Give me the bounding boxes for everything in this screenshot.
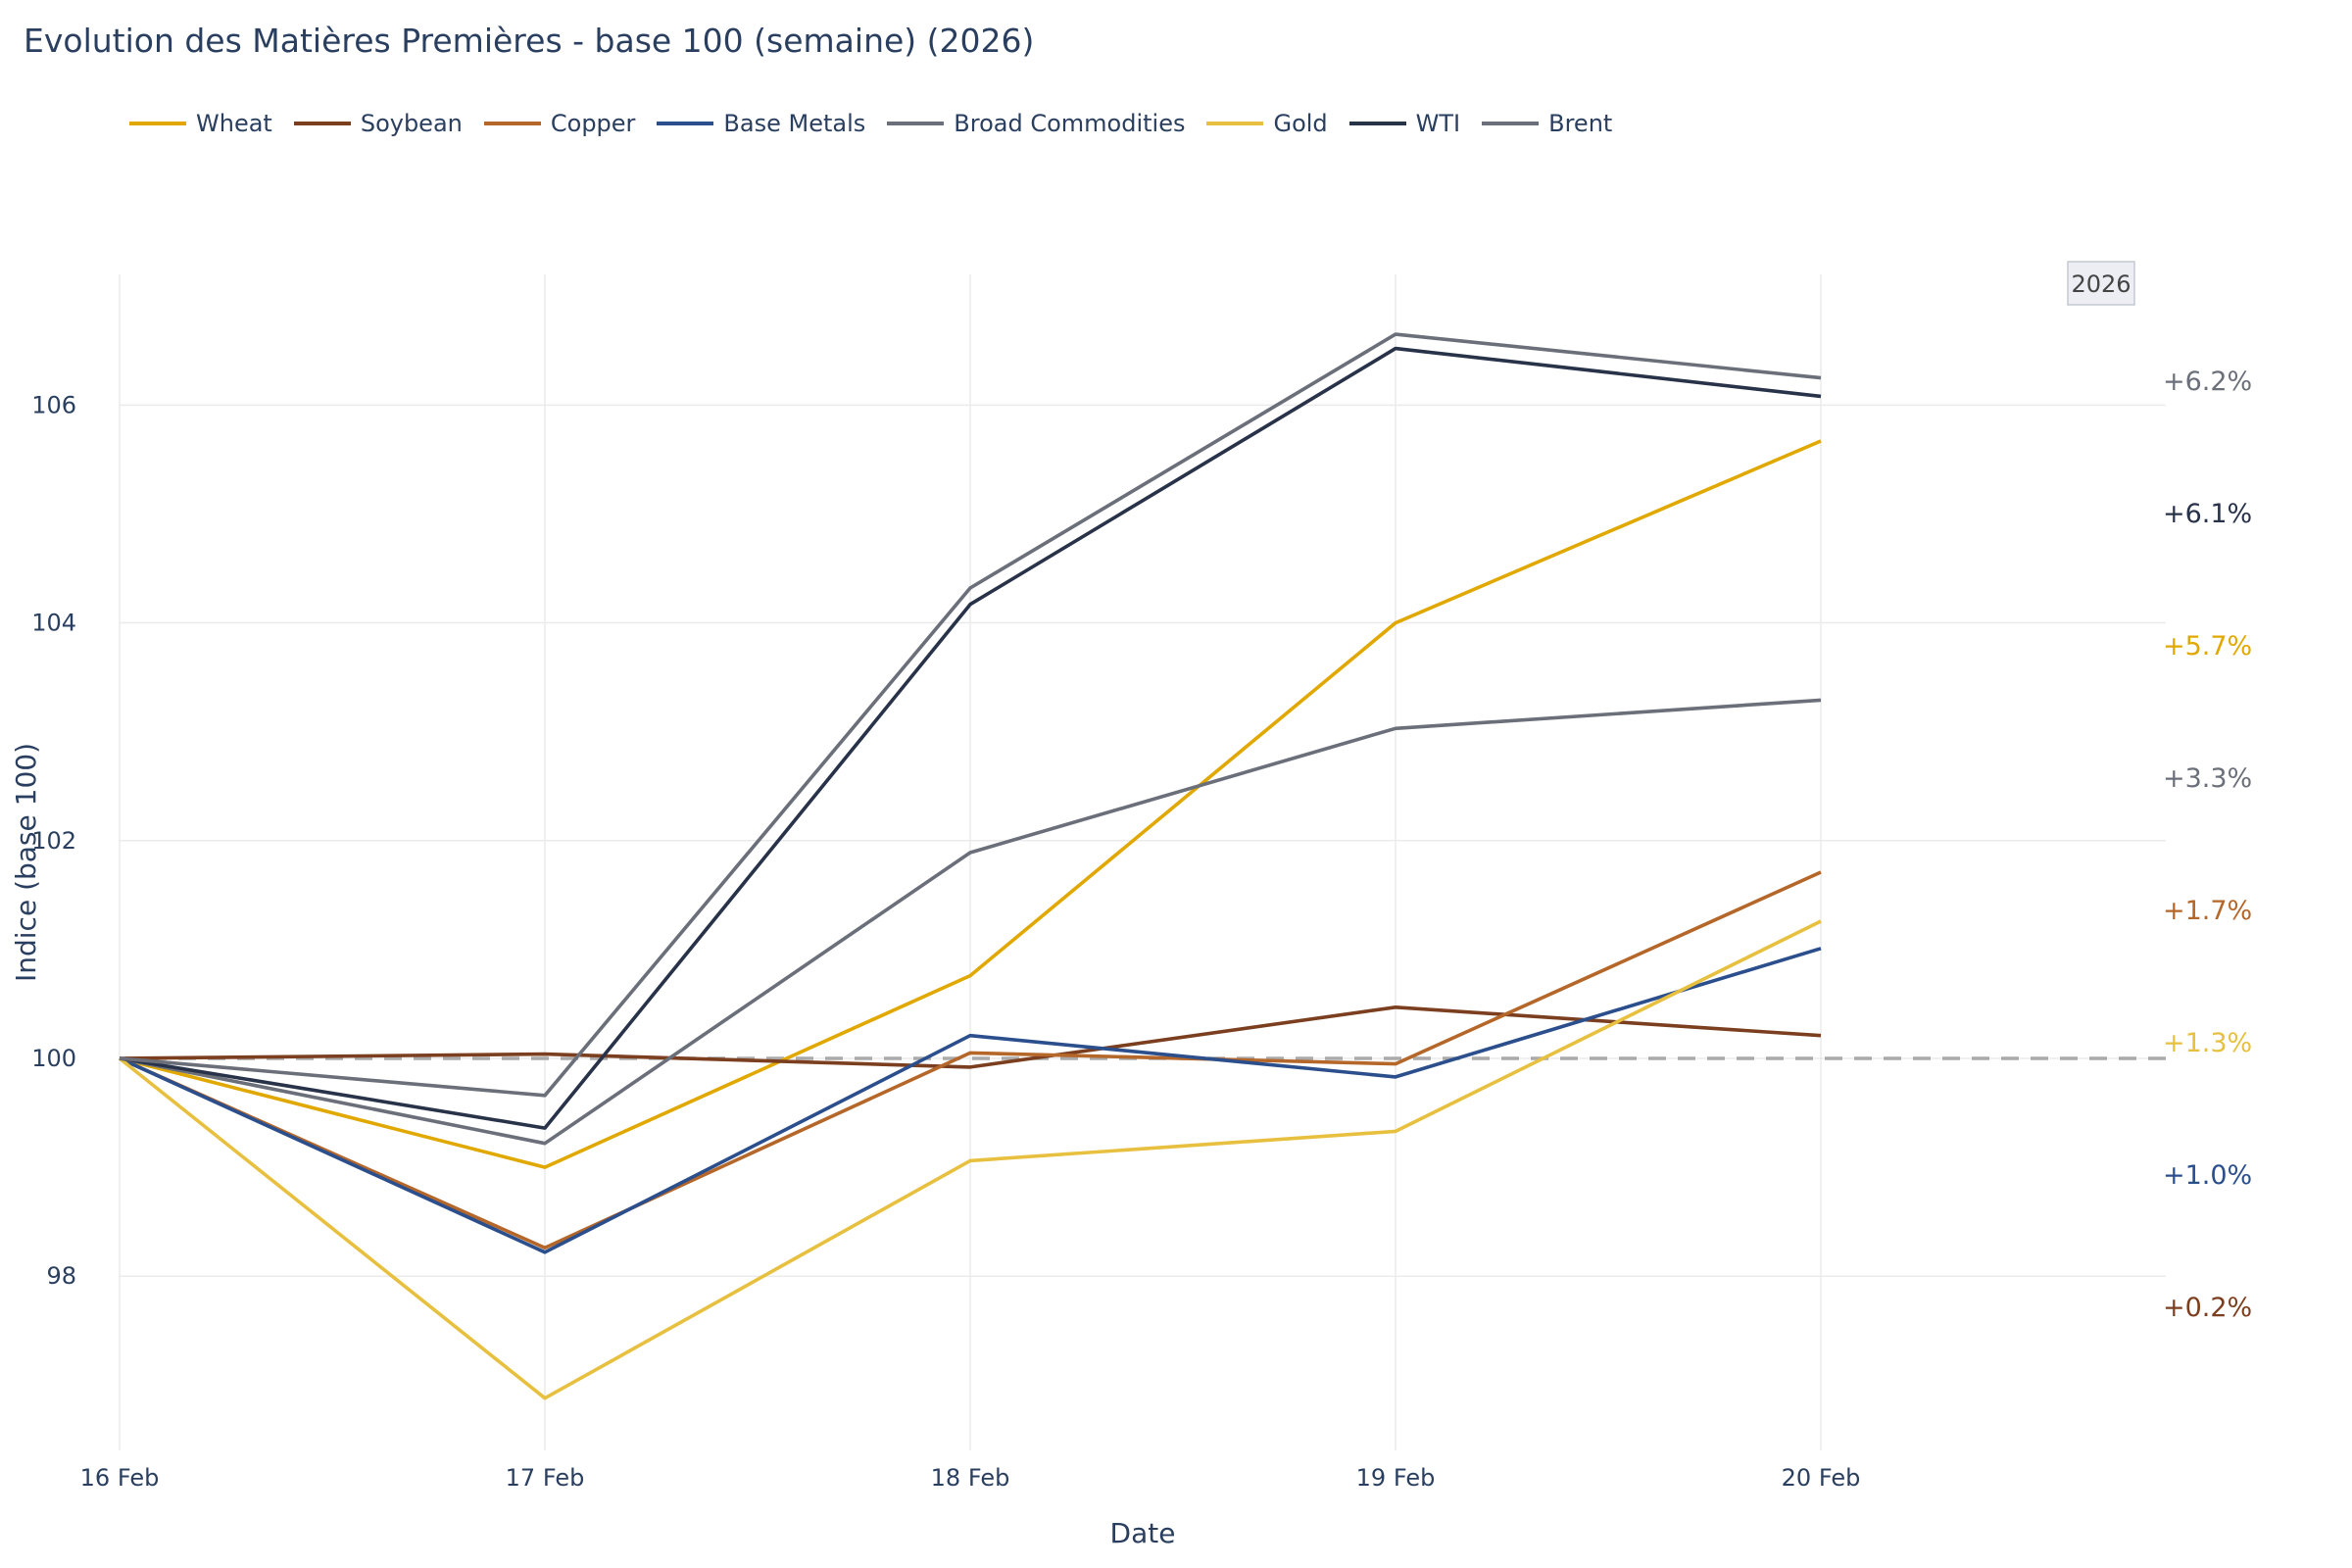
legend-item[interactable]: Copper xyxy=(483,110,636,137)
legend-swatch xyxy=(657,122,714,125)
legend-item[interactable]: Gold xyxy=(1206,110,1328,137)
series-line-gold xyxy=(118,919,1822,1400)
y-axis-title: Indice (base 100) xyxy=(10,743,42,982)
x-tick-label: 17 Feb xyxy=(506,1464,585,1492)
legend-item[interactable]: Broad Commodities xyxy=(887,110,1185,137)
end-label: +3.3% xyxy=(2163,763,2252,794)
series-line-soybean xyxy=(119,1005,1822,1069)
y-tick-label: 106 xyxy=(31,391,76,418)
x-tick-label: 19 Feb xyxy=(1356,1464,1436,1492)
chart-title: Evolution des Matières Premières - base … xyxy=(24,22,1035,60)
legend-label: Brent xyxy=(1548,110,1613,137)
legend-swatch xyxy=(1348,122,1406,125)
legend-swatch xyxy=(1482,122,1540,125)
legend-swatch xyxy=(129,122,186,125)
legend-label: WTI xyxy=(1415,110,1461,137)
end-label: +1.0% xyxy=(2163,1160,2252,1191)
y-tick-label: 100 xyxy=(31,1045,76,1072)
series-line-base-metals xyxy=(119,947,1822,1254)
legend-item[interactable]: Wheat xyxy=(129,110,272,137)
legend-label: Wheat xyxy=(196,110,272,137)
x-tick-label: 18 Feb xyxy=(931,1464,1010,1492)
legend-item[interactable]: Base Metals xyxy=(657,110,865,137)
year-badge: 2026 xyxy=(2071,270,2131,298)
legend: Wheat Soybean Copper Base Metals Broad Commo… xyxy=(129,110,1634,137)
legend-swatch xyxy=(483,122,541,125)
series-line-brent xyxy=(119,332,1822,1098)
series-line-wheat xyxy=(119,439,1822,1169)
y-tick-label: 98 xyxy=(46,1262,76,1290)
end-label: +6.2% xyxy=(2163,367,2252,397)
series-line-copper xyxy=(119,870,1822,1250)
x-tick-label: 16 Feb xyxy=(80,1464,160,1492)
legend-label: Copper xyxy=(550,110,636,137)
end-label: +1.7% xyxy=(2163,896,2252,926)
legend-label: Gold xyxy=(1273,110,1328,137)
end-label: +0.2% xyxy=(2163,1293,2252,1323)
series-line-broad-commodities xyxy=(119,698,1822,1146)
legend-swatch xyxy=(887,122,945,125)
series-line-wti xyxy=(119,346,1822,1130)
legend-item[interactable]: Soybean xyxy=(293,110,463,137)
end-label: +1.3% xyxy=(2163,1028,2252,1058)
legend-label: Soybean xyxy=(360,110,463,137)
end-label: +5.7% xyxy=(2163,631,2252,662)
legend-item[interactable]: WTI xyxy=(1348,110,1461,137)
legend-swatch xyxy=(1206,122,1264,125)
x-axis-title: Date xyxy=(1110,1517,1176,1549)
y-tick-label: 104 xyxy=(31,610,76,637)
legend-item[interactable]: Brent xyxy=(1482,110,1612,137)
legend-label: Base Metals xyxy=(723,110,866,137)
x-tick-label: 20 Feb xyxy=(1782,1464,1861,1492)
y-tick-label: 102 xyxy=(31,827,76,855)
legend-label: Broad Commodities xyxy=(954,110,1186,137)
end-label: +6.1% xyxy=(2163,499,2252,529)
year-badge-box xyxy=(2067,261,2135,306)
legend-swatch xyxy=(293,122,351,125)
